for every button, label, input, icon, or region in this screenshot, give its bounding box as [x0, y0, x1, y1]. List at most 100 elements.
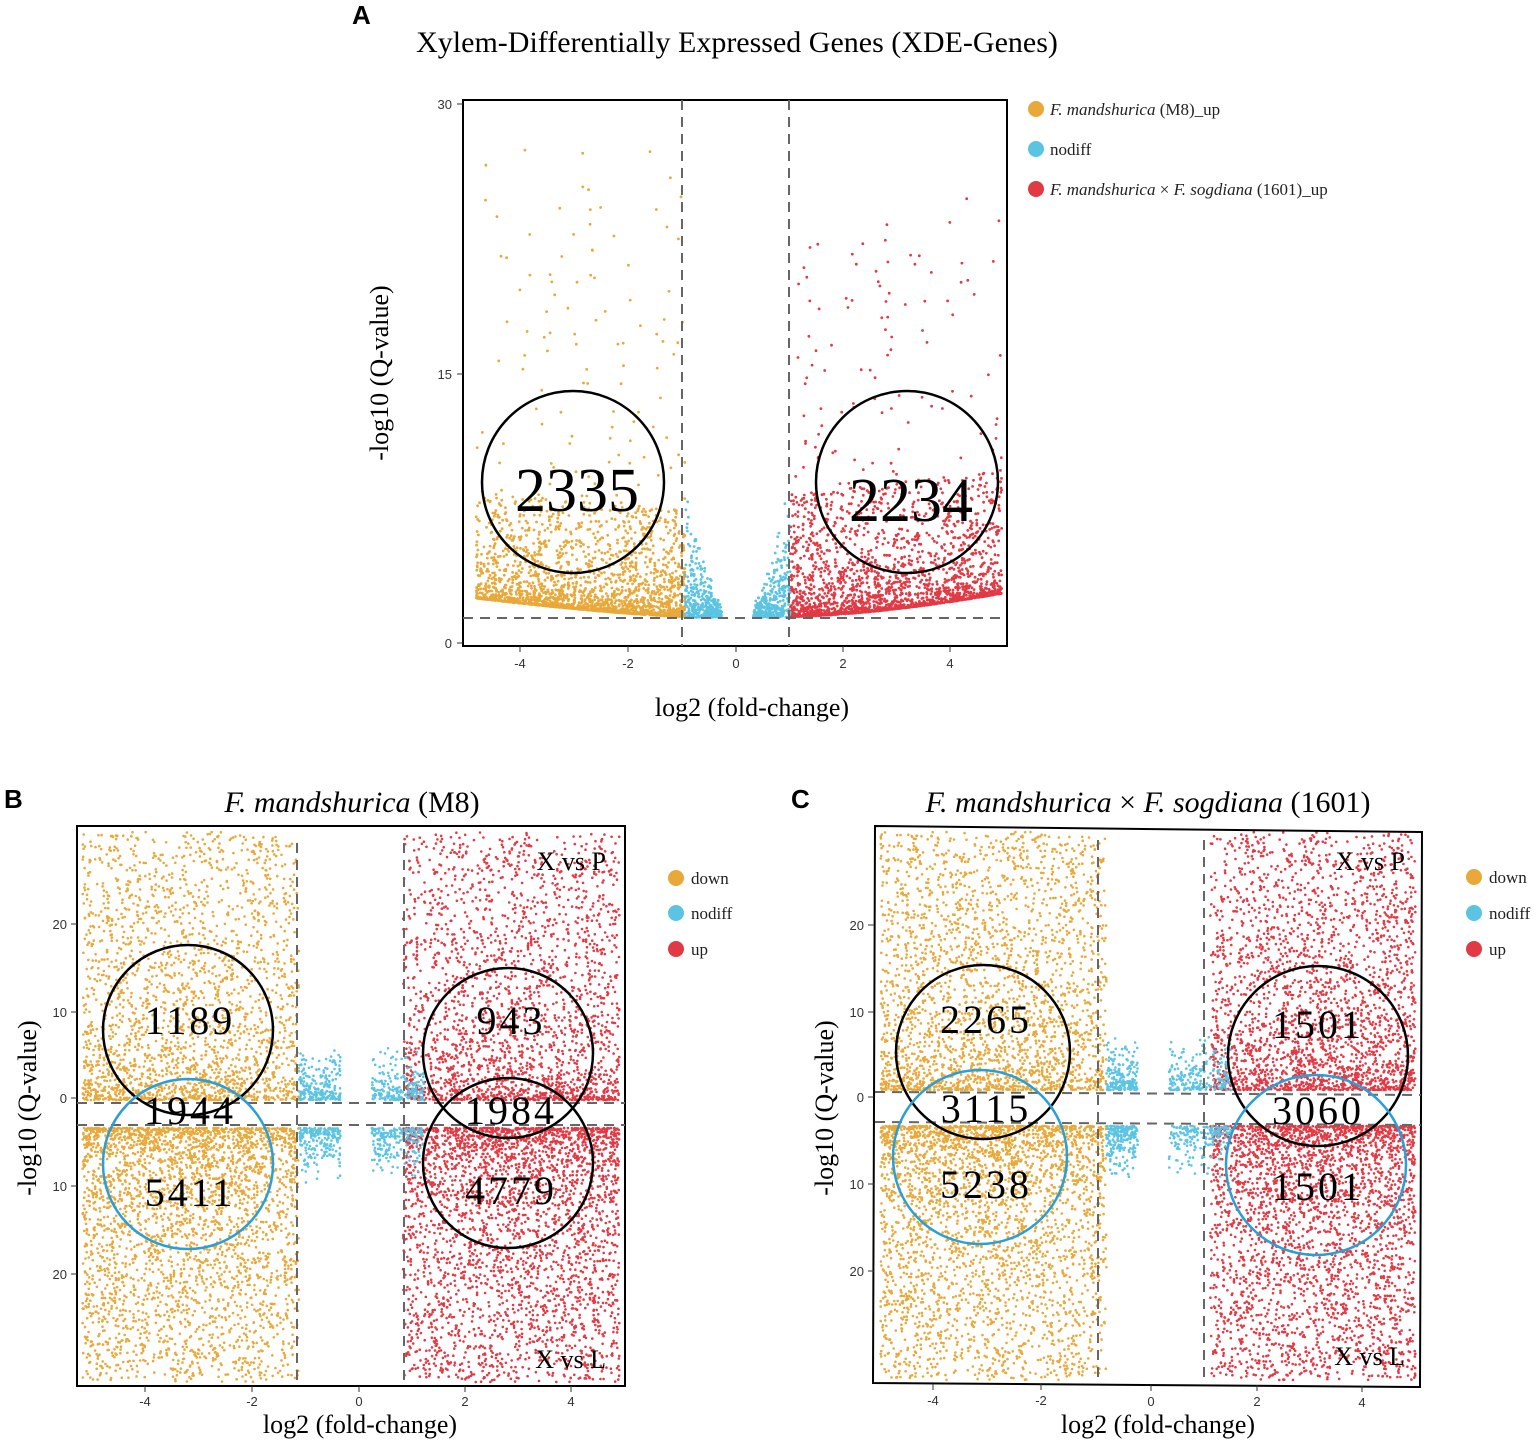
data-point — [575, 585, 578, 588]
data-point — [669, 594, 672, 597]
data-point — [613, 573, 616, 576]
data-point — [578, 601, 581, 604]
data-point — [519, 547, 522, 550]
data-point — [511, 529, 514, 532]
panel-a-points — [475, 149, 1003, 619]
data-point — [604, 578, 607, 581]
data-point — [505, 518, 508, 521]
data-point — [498, 591, 501, 594]
data-point — [478, 574, 481, 577]
data-point — [634, 531, 637, 534]
data-point — [539, 586, 542, 589]
data-point — [650, 539, 653, 542]
data-point — [587, 553, 590, 556]
data-point — [514, 560, 517, 563]
data-point — [667, 552, 670, 555]
panel-a-label: A — [352, 0, 371, 30]
data-point — [533, 529, 536, 532]
data-point — [680, 554, 683, 557]
data-point — [475, 569, 478, 572]
data-point — [575, 543, 578, 546]
data-point — [521, 567, 524, 570]
data-point — [557, 580, 560, 583]
data-point — [610, 554, 613, 557]
data-point — [624, 565, 627, 568]
data-point — [499, 581, 502, 584]
data-point — [647, 584, 650, 587]
data-point — [624, 529, 627, 532]
data-point — [613, 590, 616, 593]
data-point — [547, 588, 550, 591]
data-point — [600, 590, 603, 593]
data-point — [494, 542, 497, 545]
data-point — [658, 584, 661, 587]
data-point — [636, 594, 639, 597]
data-point — [499, 530, 502, 533]
data-point — [503, 574, 506, 577]
data-point — [653, 577, 656, 580]
data-point — [639, 575, 642, 578]
data-point — [543, 585, 546, 588]
data-point — [615, 587, 618, 590]
data-point — [519, 597, 522, 600]
data-point — [513, 545, 516, 548]
data-point — [667, 521, 670, 524]
data-point — [629, 528, 632, 531]
data-point — [558, 528, 561, 531]
data-point — [606, 534, 609, 537]
data-point — [501, 527, 504, 530]
data-point — [560, 573, 563, 576]
data-point — [586, 528, 589, 531]
data-point — [555, 562, 558, 565]
data-point — [485, 582, 488, 585]
data-point — [508, 537, 511, 540]
data-point — [641, 510, 644, 513]
data-point — [476, 561, 479, 564]
data-point — [538, 531, 541, 534]
data-point — [520, 571, 523, 574]
data-point — [524, 546, 527, 549]
data-point — [546, 527, 549, 530]
data-point — [629, 565, 632, 568]
data-point — [653, 590, 656, 593]
data-point — [631, 583, 634, 586]
data-point — [476, 530, 479, 533]
data-point — [579, 584, 582, 587]
panel-a: A Xylem-Differentially Expressed Genes (… — [352, 0, 1328, 722]
data-point — [610, 581, 613, 584]
data-point — [674, 562, 677, 565]
data-point — [675, 512, 678, 515]
data-point — [530, 584, 533, 587]
data-point — [513, 535, 516, 538]
data-point — [605, 592, 608, 595]
data-point — [611, 587, 614, 590]
data-point — [599, 585, 602, 588]
data-point — [635, 557, 638, 560]
data-point — [647, 515, 650, 518]
data-point — [677, 581, 680, 584]
data-point — [662, 558, 665, 561]
data-point — [519, 561, 522, 564]
data-point — [623, 549, 626, 552]
data-point — [630, 537, 633, 540]
data-point — [495, 509, 498, 512]
data-point — [645, 556, 648, 559]
data-point — [616, 573, 619, 576]
data-point — [596, 540, 599, 543]
data-point — [488, 584, 491, 587]
data-point — [670, 590, 673, 593]
data-point — [645, 542, 648, 545]
data-point — [579, 577, 582, 580]
data-point — [575, 558, 578, 561]
data-point — [629, 600, 632, 603]
data-point — [475, 515, 478, 518]
data-point — [671, 599, 674, 602]
data-point — [635, 575, 638, 578]
data-point — [518, 569, 521, 572]
data-point — [510, 593, 513, 596]
data-point — [582, 543, 585, 546]
data-point — [537, 537, 540, 540]
data-point — [592, 557, 595, 560]
data-point — [663, 588, 666, 591]
data-point — [583, 594, 586, 597]
